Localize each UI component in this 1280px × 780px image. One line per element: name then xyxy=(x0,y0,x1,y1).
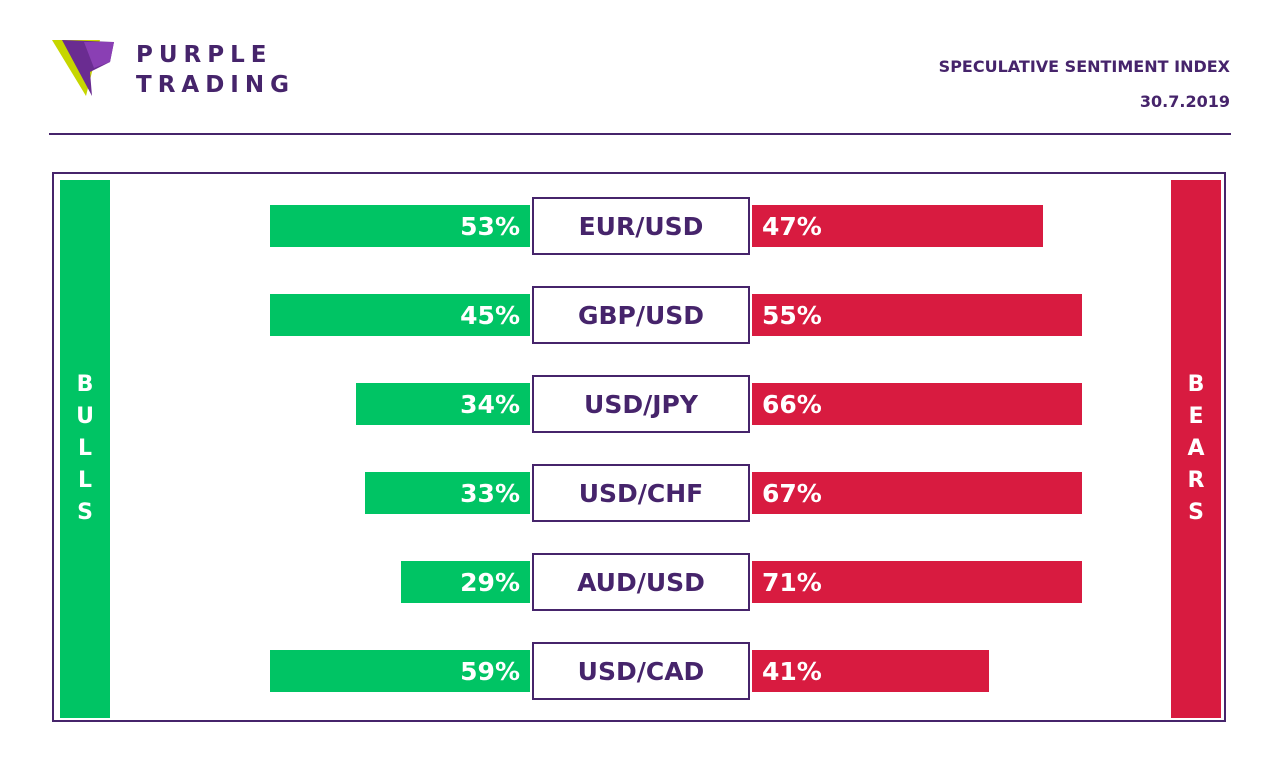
brand-logo: PURPLE TRADING xyxy=(50,38,320,102)
currency-pair-label: AUD/USD xyxy=(532,553,750,611)
brand-line2: TRADING xyxy=(136,72,295,98)
brand-line1: PURPLE xyxy=(136,42,273,68)
bulls-bar: 33% xyxy=(365,472,530,514)
bulls-value-label: 45% xyxy=(460,300,520,330)
bulls-bar: 34% xyxy=(356,383,530,425)
bears-bar: 47% xyxy=(752,205,1043,247)
bears-label: BEARS xyxy=(1187,372,1205,525)
brand-name: PURPLE TRADING xyxy=(136,40,295,100)
chart-panel xyxy=(52,172,1226,722)
bulls-bar: 59% xyxy=(270,650,530,692)
bears-bar: 67% xyxy=(752,472,1082,514)
bulls-value-label: 29% xyxy=(460,567,520,597)
bears-value-label: 47% xyxy=(762,211,822,241)
bulls-bar: 29% xyxy=(401,561,530,603)
bulls-bar: 53% xyxy=(270,205,530,247)
currency-pair-label: USD/CAD xyxy=(532,642,750,700)
bears-bar: 71% xyxy=(752,561,1082,603)
bulls-side-bar: BULLS xyxy=(60,180,110,718)
header-divider xyxy=(49,133,1231,135)
bears-value-label: 66% xyxy=(762,389,822,419)
bears-bar: 41% xyxy=(752,650,989,692)
bears-side-bar: BEARS xyxy=(1171,180,1221,718)
bulls-value-label: 53% xyxy=(460,211,520,241)
bulls-label: BULLS xyxy=(76,372,94,525)
bears-bar: 55% xyxy=(752,294,1082,336)
bulls-bar: 45% xyxy=(270,294,530,336)
bears-bar: 66% xyxy=(752,383,1082,425)
page-title: SPECULATIVE SENTIMENT INDEX xyxy=(938,57,1230,76)
page-date: 30.7.2019 xyxy=(1139,92,1230,111)
bulls-value-label: 34% xyxy=(460,389,520,419)
bears-value-label: 55% xyxy=(762,300,822,330)
purple-trading-logo-icon xyxy=(52,40,114,96)
bears-value-label: 71% xyxy=(762,567,822,597)
bears-value-label: 67% xyxy=(762,478,822,508)
bulls-value-label: 59% xyxy=(460,656,520,686)
currency-pair-label: USD/CHF xyxy=(532,464,750,522)
currency-pair-label: EUR/USD xyxy=(532,197,750,255)
bears-value-label: 41% xyxy=(762,656,822,686)
bulls-value-label: 33% xyxy=(460,478,520,508)
currency-pair-label: USD/JPY xyxy=(532,375,750,433)
currency-pair-label: GBP/USD xyxy=(532,286,750,344)
